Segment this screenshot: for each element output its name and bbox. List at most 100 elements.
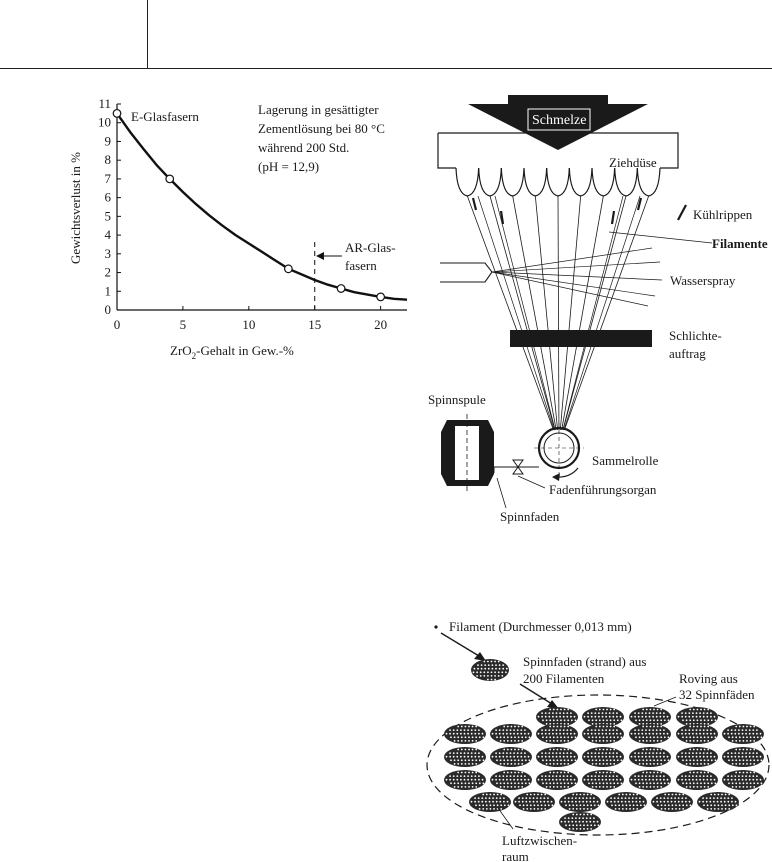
e-glass-curve — [116, 112, 408, 301]
ar-glass-arrow — [316, 252, 342, 260]
spray-line — [491, 271, 656, 297]
fadenfuehrung-leader — [517, 475, 546, 489]
label-roving-1: Roving aus — [679, 671, 738, 686]
sizing-applicator — [510, 330, 652, 347]
annotation-line-2: Zementlösung bei 80 °C — [258, 121, 385, 136]
y-axis-label: Gewichtsverlust in % — [68, 152, 83, 264]
label-kuehlrippen: Kühlrippen — [693, 207, 753, 222]
spinnfaden-leader — [496, 477, 507, 509]
strand-path — [493, 466, 539, 473]
spray-line — [491, 261, 661, 273]
water-spray-lines — [491, 247, 663, 307]
y-tick-label: 3 — [105, 246, 112, 261]
single-strand — [471, 659, 509, 681]
y-tick-label: 8 — [105, 152, 112, 167]
roller-rotation-arrow — [552, 473, 560, 481]
strand-bundle — [629, 770, 671, 790]
single-filament-dot — [434, 625, 438, 629]
label-filamente: Filamente — [712, 236, 768, 251]
strand-bundle — [471, 659, 509, 681]
strand-bundle — [490, 770, 532, 790]
strand-bundle — [629, 747, 671, 767]
x-tick-label: 20 — [374, 317, 387, 332]
strand-bundle — [582, 724, 624, 744]
filament-line — [512, 195, 557, 431]
ar-glass-label-2: fasern — [345, 258, 377, 273]
annotation-line-4: (pH = 12,9) — [258, 159, 319, 174]
strand-bundle — [513, 792, 555, 812]
label-luft-1: Luftzwischen- — [502, 833, 577, 848]
strand-bundle — [444, 724, 486, 744]
x-tick-label: 10 — [242, 317, 255, 332]
thread-guide — [512, 459, 524, 475]
label-luft-2: raum — [502, 849, 529, 862]
roving-leader — [653, 696, 677, 707]
filament-line — [562, 195, 624, 431]
label-spinnfaden: Spinnfaden — [500, 509, 560, 524]
label-filament: Filament (Durchmesser 0,013 mm) — [449, 619, 632, 634]
spray-line — [491, 271, 663, 281]
filament-line — [563, 195, 641, 431]
y-tick-label: 0 — [105, 302, 112, 317]
data-point — [376, 292, 386, 302]
filamente-leader — [608, 231, 713, 244]
strand-bundle — [651, 792, 693, 812]
label-schlichte-2: auftrag — [669, 346, 706, 361]
bushing — [437, 132, 679, 169]
y-tick-label: 10 — [98, 115, 111, 130]
label-wasserspray: Wasserspray — [670, 273, 736, 288]
y-tick-label: 6 — [105, 190, 112, 205]
filament-line — [494, 195, 556, 431]
roving-strands — [444, 707, 764, 832]
chart-points — [112, 108, 386, 302]
strand-bundle — [536, 747, 578, 767]
data-point — [165, 174, 175, 184]
strand-bundle — [697, 792, 739, 812]
strand-bundle — [490, 724, 532, 744]
label-sammelrolle: Sammelrolle — [592, 453, 659, 468]
data-point — [112, 108, 122, 118]
chart-ticks: 0 1 2 3 4 5 6 7 8 9 10 11 0 5 10 15 20 — [98, 96, 387, 332]
strand-bundle — [722, 747, 764, 767]
spray-line — [491, 247, 653, 273]
strand-bundle — [676, 770, 718, 790]
strand-bundle — [582, 747, 624, 767]
data-point — [283, 264, 293, 274]
melt-arrow — [468, 95, 648, 150]
annotation-line-1: Lagerung in gesättigter — [258, 102, 379, 117]
strand-bundle — [582, 770, 624, 790]
strand-bundle — [629, 707, 671, 727]
strand-bundle — [536, 724, 578, 744]
collecting-roller — [534, 423, 584, 478]
x-axis-label: ZrO2-Gehalt in Gew.-% — [170, 343, 294, 361]
filament-line — [559, 195, 582, 431]
luft-leader — [497, 807, 514, 830]
ar-glass-label-1: AR-Glas- — [345, 240, 396, 255]
annotation-line-3: während 200 Std. — [258, 140, 349, 155]
strand-bundle — [629, 724, 671, 744]
series-label-e-glass: E-Glasfasern — [131, 109, 199, 124]
cooling-fins — [471, 197, 687, 225]
filament-line — [477, 195, 555, 431]
chart-curve — [116, 112, 408, 301]
strand-bundle — [444, 747, 486, 767]
strand-bundle — [582, 707, 624, 727]
strand-bundle — [444, 770, 486, 790]
label-strand-2: 200 Filamenten — [523, 671, 605, 686]
strand-bundle — [490, 747, 532, 767]
label-roving-2: 32 Spinnfäden — [679, 687, 755, 702]
strand-bundle — [536, 707, 578, 727]
y-tick-label: 11 — [98, 96, 111, 111]
schmelze-box — [527, 108, 591, 131]
filament-line — [561, 195, 604, 431]
y-tick-label: 7 — [105, 171, 112, 186]
y-tick-label: 5 — [105, 208, 112, 223]
roving-outline — [426, 694, 770, 836]
strand-bundle — [559, 812, 601, 832]
filament-line — [489, 195, 556, 431]
strand-bundle — [559, 792, 601, 812]
label-schmelze: Schmelze — [532, 113, 586, 128]
filaments — [466, 195, 650, 431]
filament-arrow — [440, 632, 486, 661]
